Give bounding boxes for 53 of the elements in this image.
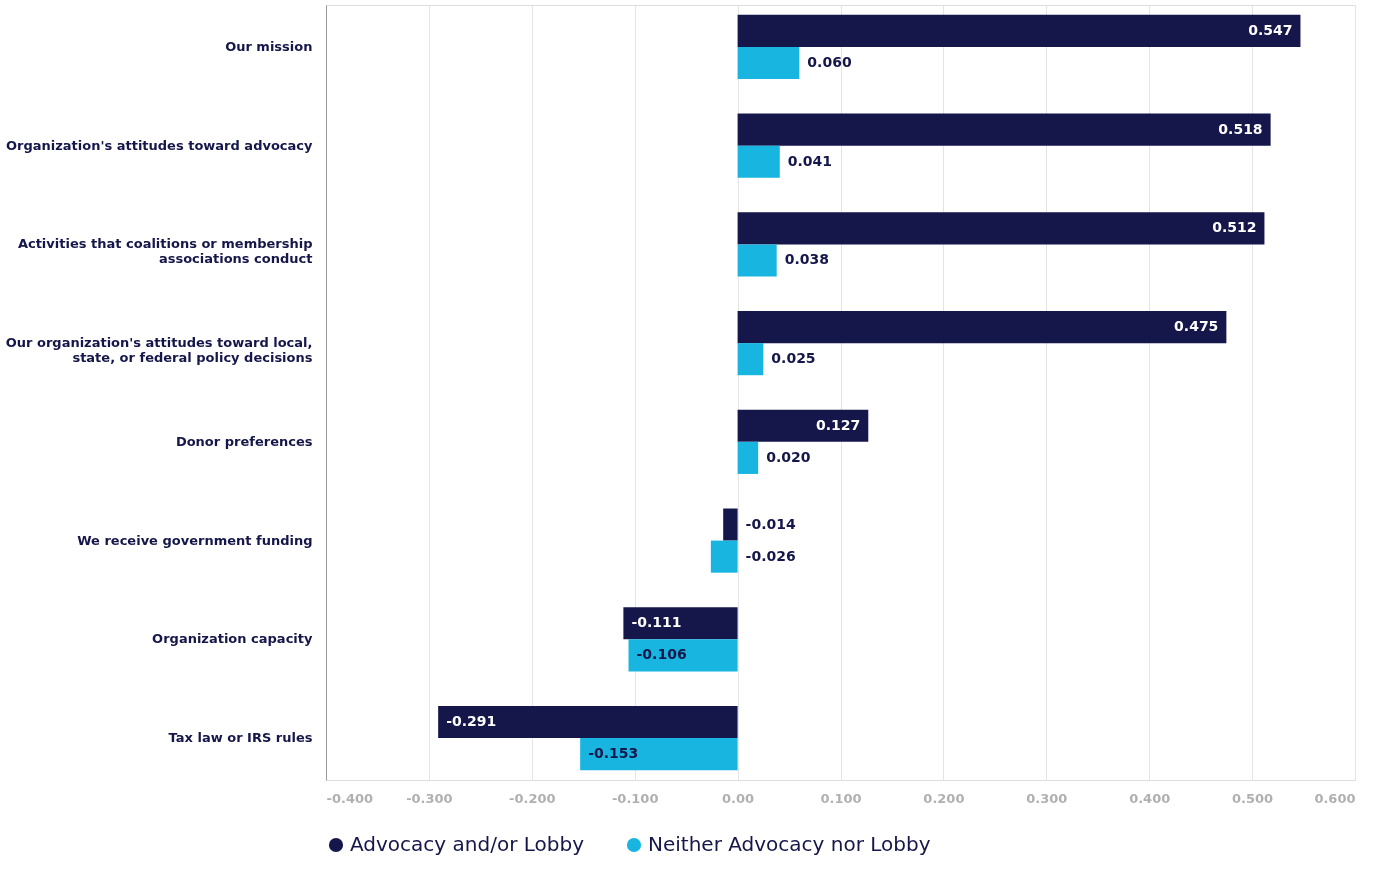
x-tick-label: 0.200 [923, 790, 965, 806]
data-label: 0.038 [784, 251, 829, 268]
data-label: 0.020 [766, 448, 811, 465]
legend-label: Advocacy and/or Lobby [350, 832, 585, 856]
y-tick-label: Activities that coalitions or membership associations conduct [17, 236, 313, 267]
data-label: -0.153 [588, 745, 639, 762]
x-tick-label: -0.100 [611, 790, 659, 806]
data-label: 0.127 [815, 416, 861, 433]
data-label: -0.106 [636, 646, 687, 663]
y-tick-label: Tax law or IRS rules [168, 730, 313, 746]
bar [737, 14, 1301, 47]
data-label: 0.060 [807, 54, 852, 70]
bar [737, 145, 780, 178]
legend-label: Neither Advocacy nor Lobby [648, 832, 931, 856]
x-tick-label: 0.300 [1026, 790, 1068, 806]
bar [737, 343, 764, 376]
x-tick-label: -0.300 [406, 790, 453, 806]
bar [723, 508, 738, 541]
bar [628, 639, 738, 672]
data-label: 0.518 [1218, 120, 1263, 137]
data-label: 0.475 [1174, 318, 1219, 335]
data-label: 0.025 [771, 350, 816, 367]
y-tick-label: Our organization's attitudes toward local, state, or federal policy decisions [5, 335, 313, 366]
bar [737, 409, 869, 442]
bar [737, 244, 777, 277]
bar [710, 540, 738, 573]
bar [737, 46, 800, 80]
bar [580, 738, 738, 771]
data-label: -0.014 [745, 515, 796, 532]
bar [737, 113, 1271, 146]
x-tick-label: -0.400 [326, 790, 374, 806]
bar [737, 212, 1265, 245]
data-label: 0.041 [787, 152, 833, 169]
y-tick-label: Donor preferences [175, 433, 313, 449]
y-tick-label: Organization's attitudes toward advocacy [5, 137, 314, 153]
data-label: -0.111 [631, 614, 682, 631]
bar [438, 705, 738, 739]
y-tick-label: We receive government funding [77, 532, 313, 548]
data-label: -0.026 [745, 547, 796, 564]
data-label: 0.512 [1212, 219, 1257, 236]
x-tick-label: 0.600 [1314, 790, 1356, 806]
bar [737, 441, 759, 474]
data-label: 0.547 [1248, 21, 1293, 38]
y-tick-label: Organization capacity [152, 631, 314, 647]
x-tick-label: 0.100 [820, 790, 862, 806]
x-tick-label: 0.400 [1129, 790, 1171, 806]
y-tick-label: Our mission [225, 38, 313, 54]
x-tick-label: 0.500 [1232, 790, 1274, 806]
bar [623, 607, 738, 640]
x-tick-label: 0.00 [722, 790, 755, 806]
data-label: -0.291 [446, 713, 497, 729]
bar [737, 311, 1227, 344]
x-tick-label: -0.200 [509, 790, 556, 806]
